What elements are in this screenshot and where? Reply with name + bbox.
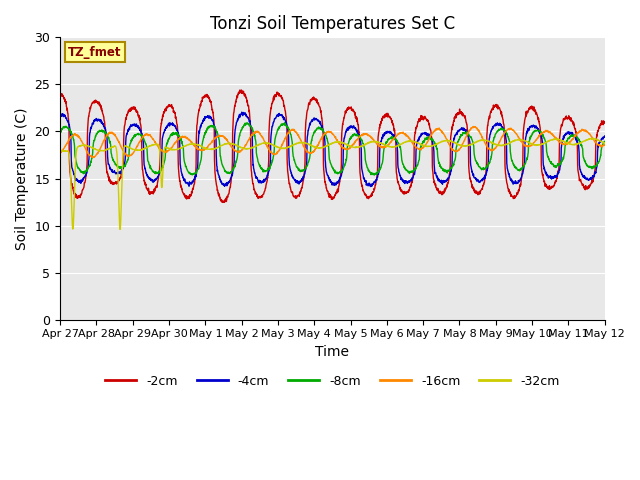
Text: TZ_fmet: TZ_fmet [68, 46, 122, 59]
X-axis label: Time: Time [316, 345, 349, 359]
Y-axis label: Soil Temperature (C): Soil Temperature (C) [15, 108, 29, 250]
Title: Tonzi Soil Temperatures Set C: Tonzi Soil Temperatures Set C [210, 15, 455, 33]
Legend: -2cm, -4cm, -8cm, -16cm, -32cm: -2cm, -4cm, -8cm, -16cm, -32cm [100, 370, 564, 393]
